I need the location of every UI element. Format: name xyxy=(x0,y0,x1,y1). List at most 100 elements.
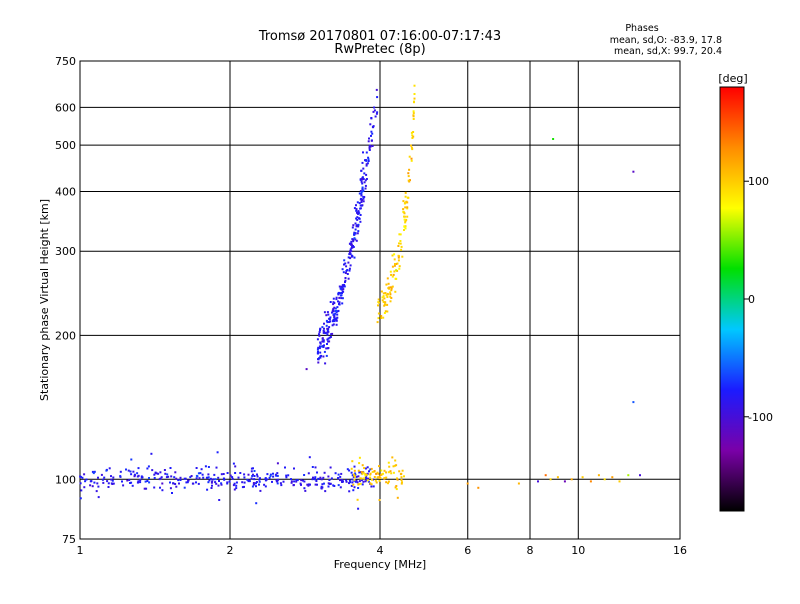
o-mode-point xyxy=(338,296,341,299)
x-mode-point xyxy=(383,469,386,472)
x-mode-point xyxy=(387,282,390,285)
o-mode-point xyxy=(269,475,272,477)
y-tick-label: 200 xyxy=(55,329,76,342)
o-mode-point xyxy=(226,482,229,485)
o-mode-point xyxy=(295,480,298,483)
o-mode-point xyxy=(333,306,336,309)
o-mode-point xyxy=(220,483,223,486)
chart-title: Tromsø 20170801 07:16:00-07:17:43 xyxy=(258,29,501,44)
o-mode-point xyxy=(367,477,370,480)
o-mode-point xyxy=(187,479,190,482)
o-mode-point xyxy=(352,240,355,243)
o-mode-point xyxy=(256,473,258,476)
o-mode-point xyxy=(316,483,318,486)
colorbar xyxy=(719,86,745,512)
o-mode-point xyxy=(258,478,261,481)
x-mode-point xyxy=(401,481,403,484)
x-mode-point xyxy=(386,303,389,306)
o-mode-point xyxy=(360,191,363,193)
o-mode-point xyxy=(112,482,115,485)
stats-x-line: mean, sd,X: 99.7, 20.4 xyxy=(614,46,722,57)
o-mode-point xyxy=(232,484,235,487)
o-mode-point xyxy=(363,172,366,175)
o-mode-point xyxy=(301,479,304,482)
o-mode-point xyxy=(129,482,132,484)
x-mode-point xyxy=(412,112,415,115)
x-mode-point xyxy=(393,258,396,261)
o-mode-point xyxy=(353,486,356,489)
o-mode-point xyxy=(93,481,96,484)
x-mode-point xyxy=(398,470,401,473)
o-mode-point xyxy=(207,466,210,468)
x-mode-point xyxy=(403,475,405,478)
x-mode-point xyxy=(387,480,390,483)
o-mode-point xyxy=(226,472,229,474)
x-mode-point xyxy=(407,179,410,182)
o-mode-point xyxy=(170,475,173,478)
o-mode-point xyxy=(367,158,370,161)
o-mode-point xyxy=(326,321,329,324)
o-mode-point xyxy=(216,451,219,454)
o-mode-point xyxy=(275,474,278,477)
o-mode-point xyxy=(360,479,363,482)
o-mode-point xyxy=(321,326,324,329)
o-mode-point xyxy=(272,475,275,478)
o-mode-point xyxy=(350,240,353,243)
x-mode-point xyxy=(400,245,403,248)
o-mode-point xyxy=(351,474,354,477)
o-mode-point xyxy=(300,479,303,482)
sparse-point xyxy=(632,401,635,404)
o-mode-point xyxy=(328,336,331,339)
o-mode-point xyxy=(344,277,347,279)
o-mode-point xyxy=(148,477,150,479)
o-mode-point xyxy=(317,361,320,364)
x-mode-point xyxy=(385,283,388,286)
sparse-point xyxy=(589,480,592,483)
o-mode-point xyxy=(338,285,341,288)
o-mode-point xyxy=(306,483,309,486)
x-mode-point xyxy=(404,206,407,209)
o-mode-point xyxy=(246,478,249,481)
o-mode-point xyxy=(255,481,258,483)
o-mode-point xyxy=(293,480,296,483)
o-mode-point xyxy=(250,477,253,480)
o-mode-point xyxy=(295,479,298,482)
x-mode-point xyxy=(413,97,416,100)
x-mode-point xyxy=(398,233,401,236)
x-mode-point xyxy=(395,277,398,280)
o-mode-point xyxy=(303,487,306,490)
o-mode-point xyxy=(357,211,360,214)
y-tick-label: 400 xyxy=(55,185,76,198)
o-mode-point xyxy=(199,472,202,475)
sparse-point xyxy=(632,170,635,173)
o-mode-point xyxy=(343,263,345,266)
x-tick-label: 6 xyxy=(464,544,471,557)
o-mode-point xyxy=(345,479,348,482)
x-mode-point xyxy=(401,255,404,258)
sparse-point xyxy=(556,476,559,479)
o-mode-point xyxy=(336,313,339,316)
o-mode-point xyxy=(132,470,135,473)
o-mode-point xyxy=(122,484,125,487)
sparse-point xyxy=(305,368,308,371)
o-mode-point xyxy=(359,214,362,216)
x-mode-point xyxy=(401,469,404,472)
o-mode-point xyxy=(311,478,314,481)
sparse-point xyxy=(549,478,552,481)
o-mode-point xyxy=(374,115,377,118)
o-mode-point xyxy=(252,473,254,476)
x-mode-point xyxy=(412,114,415,117)
o-mode-point xyxy=(326,329,329,332)
o-mode-point xyxy=(335,298,338,301)
x-mode-point xyxy=(387,471,390,474)
o-mode-point xyxy=(353,256,356,259)
o-mode-point xyxy=(287,474,290,477)
o-mode-point xyxy=(350,243,353,246)
o-mode-point xyxy=(329,466,332,469)
x-mode-point xyxy=(386,292,389,295)
o-mode-point xyxy=(121,480,123,483)
o-mode-point xyxy=(83,486,86,489)
o-mode-point xyxy=(341,302,344,305)
o-mode-point xyxy=(326,333,329,336)
x-mode-point xyxy=(396,477,398,480)
